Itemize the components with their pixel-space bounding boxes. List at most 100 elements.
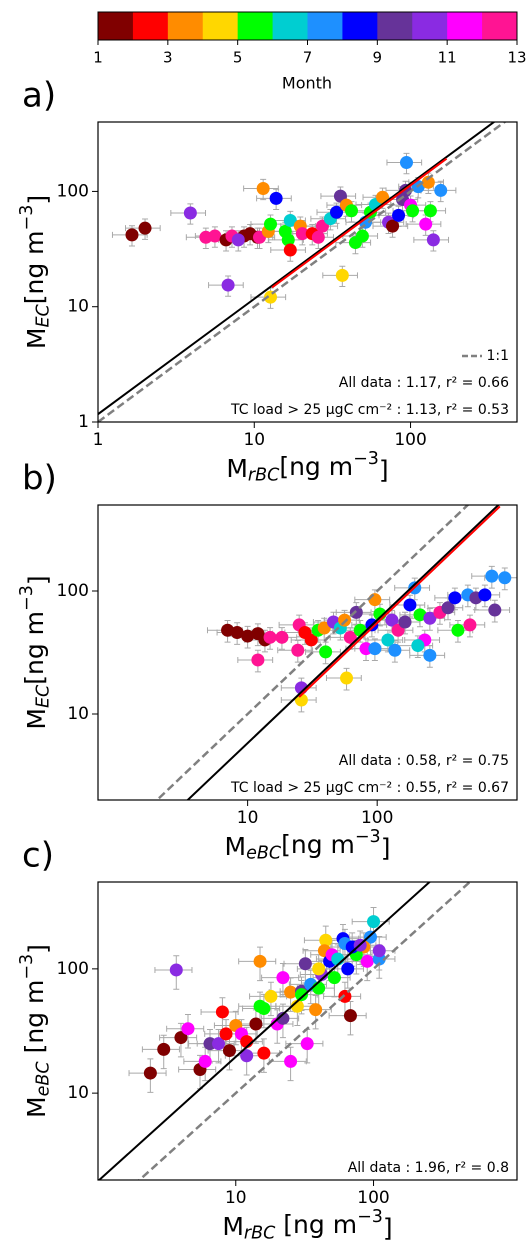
point <box>284 985 298 999</box>
y-tick-label: 100 <box>57 581 89 601</box>
point <box>291 643 305 657</box>
colorbar-segment <box>412 12 448 40</box>
point <box>304 633 318 647</box>
point <box>294 693 308 707</box>
point <box>340 671 354 685</box>
point <box>269 191 283 205</box>
x-tick-label: 100 <box>357 1188 389 1208</box>
point <box>434 183 448 197</box>
point <box>295 227 309 241</box>
point <box>256 181 270 195</box>
point <box>423 648 437 662</box>
point <box>368 593 382 607</box>
axis-label-sub: rBC <box>248 465 280 485</box>
axes-frame <box>97 881 518 1181</box>
point <box>485 569 499 583</box>
axis-label-sup: −3 <box>357 1207 383 1227</box>
point <box>406 204 420 218</box>
point <box>283 243 297 257</box>
point <box>463 618 477 632</box>
point <box>363 930 377 944</box>
point <box>441 601 455 615</box>
point <box>343 1009 357 1023</box>
axis-label-sup: −3 <box>17 954 37 980</box>
plot-area <box>98 882 472 1180</box>
point <box>368 642 382 656</box>
point <box>448 591 462 605</box>
point <box>174 1031 188 1045</box>
colorbar-tick-label: 5 <box>233 49 243 67</box>
point <box>125 228 139 242</box>
point <box>478 588 492 602</box>
colorbar-segment <box>307 12 343 40</box>
axis-label-unit: [ng m <box>20 611 49 685</box>
point <box>386 219 400 233</box>
point <box>355 229 369 243</box>
colorbar-segment <box>167 12 204 40</box>
axis-label-base: M <box>22 328 51 350</box>
point <box>241 629 255 643</box>
axis-label-close: ] <box>383 1214 393 1243</box>
point <box>419 217 433 231</box>
axis-label: MrBC[ng m−3] <box>226 449 388 485</box>
point <box>276 971 290 985</box>
point <box>360 954 374 968</box>
panel-label: c) <box>22 836 54 876</box>
axis-label-close: ] <box>24 575 53 585</box>
axis-label-base: M <box>22 708 51 730</box>
point <box>319 933 333 947</box>
panel-label: b) <box>22 459 57 499</box>
point <box>208 229 222 243</box>
panel-label: a) <box>22 76 56 116</box>
y-tick-label: 100 <box>57 959 89 979</box>
point <box>257 1001 271 1015</box>
x-tick-label: 100 <box>361 808 393 828</box>
axis-label-unit: [ng m <box>279 452 353 481</box>
colorbar-segment <box>342 12 378 40</box>
axis-label-sup: −3 <box>355 827 381 847</box>
point <box>381 633 395 647</box>
point <box>231 233 245 247</box>
axis-label-sup: −3 <box>353 449 379 469</box>
axes-frame <box>97 504 518 801</box>
fit-annotation: All data : 0.58, r² = 0.75 <box>339 753 509 769</box>
point <box>251 653 265 667</box>
axis-label-base: M <box>226 454 248 483</box>
point <box>275 630 289 644</box>
point <box>263 217 277 231</box>
point <box>240 1049 254 1063</box>
point <box>335 268 349 282</box>
point <box>388 643 402 657</box>
point <box>257 1046 271 1060</box>
axis-label-unit: [ng m <box>20 230 49 304</box>
colorbar-segment <box>237 12 274 40</box>
axis-label: MeBC[ng m−3] <box>225 827 391 863</box>
colorbar-segment <box>202 12 239 40</box>
fit-line <box>186 505 500 800</box>
axis-label-sup: −3 <box>17 585 37 611</box>
fit-annotation: TC load > 25 μgC cm⁻² : 1.13, r² = 0.53 <box>230 402 509 418</box>
point <box>403 598 417 612</box>
point <box>327 971 341 985</box>
colorbar-segment <box>377 12 413 40</box>
axis-label-unit: [ng m <box>275 1210 357 1239</box>
point <box>498 571 512 585</box>
colorbar-tick-label: 1 <box>93 49 103 67</box>
fit-line <box>98 882 432 1180</box>
point <box>169 963 183 977</box>
axis-label-sup: −3 <box>17 205 37 231</box>
point <box>398 615 412 629</box>
point <box>421 175 435 189</box>
y-tick-label: 10 <box>67 297 89 317</box>
axis-label: MEC[ng m−3] <box>17 575 53 729</box>
x-tick-label: 10 <box>225 1188 247 1208</box>
colorbar-segment <box>447 12 483 40</box>
point <box>399 156 413 170</box>
colorbar-segment <box>272 12 308 40</box>
point <box>138 221 152 235</box>
point <box>294 988 308 1002</box>
point <box>298 957 312 971</box>
point <box>284 1054 298 1068</box>
axis-label-sub: eBC <box>246 843 282 863</box>
colorbar-segment <box>482 12 518 40</box>
